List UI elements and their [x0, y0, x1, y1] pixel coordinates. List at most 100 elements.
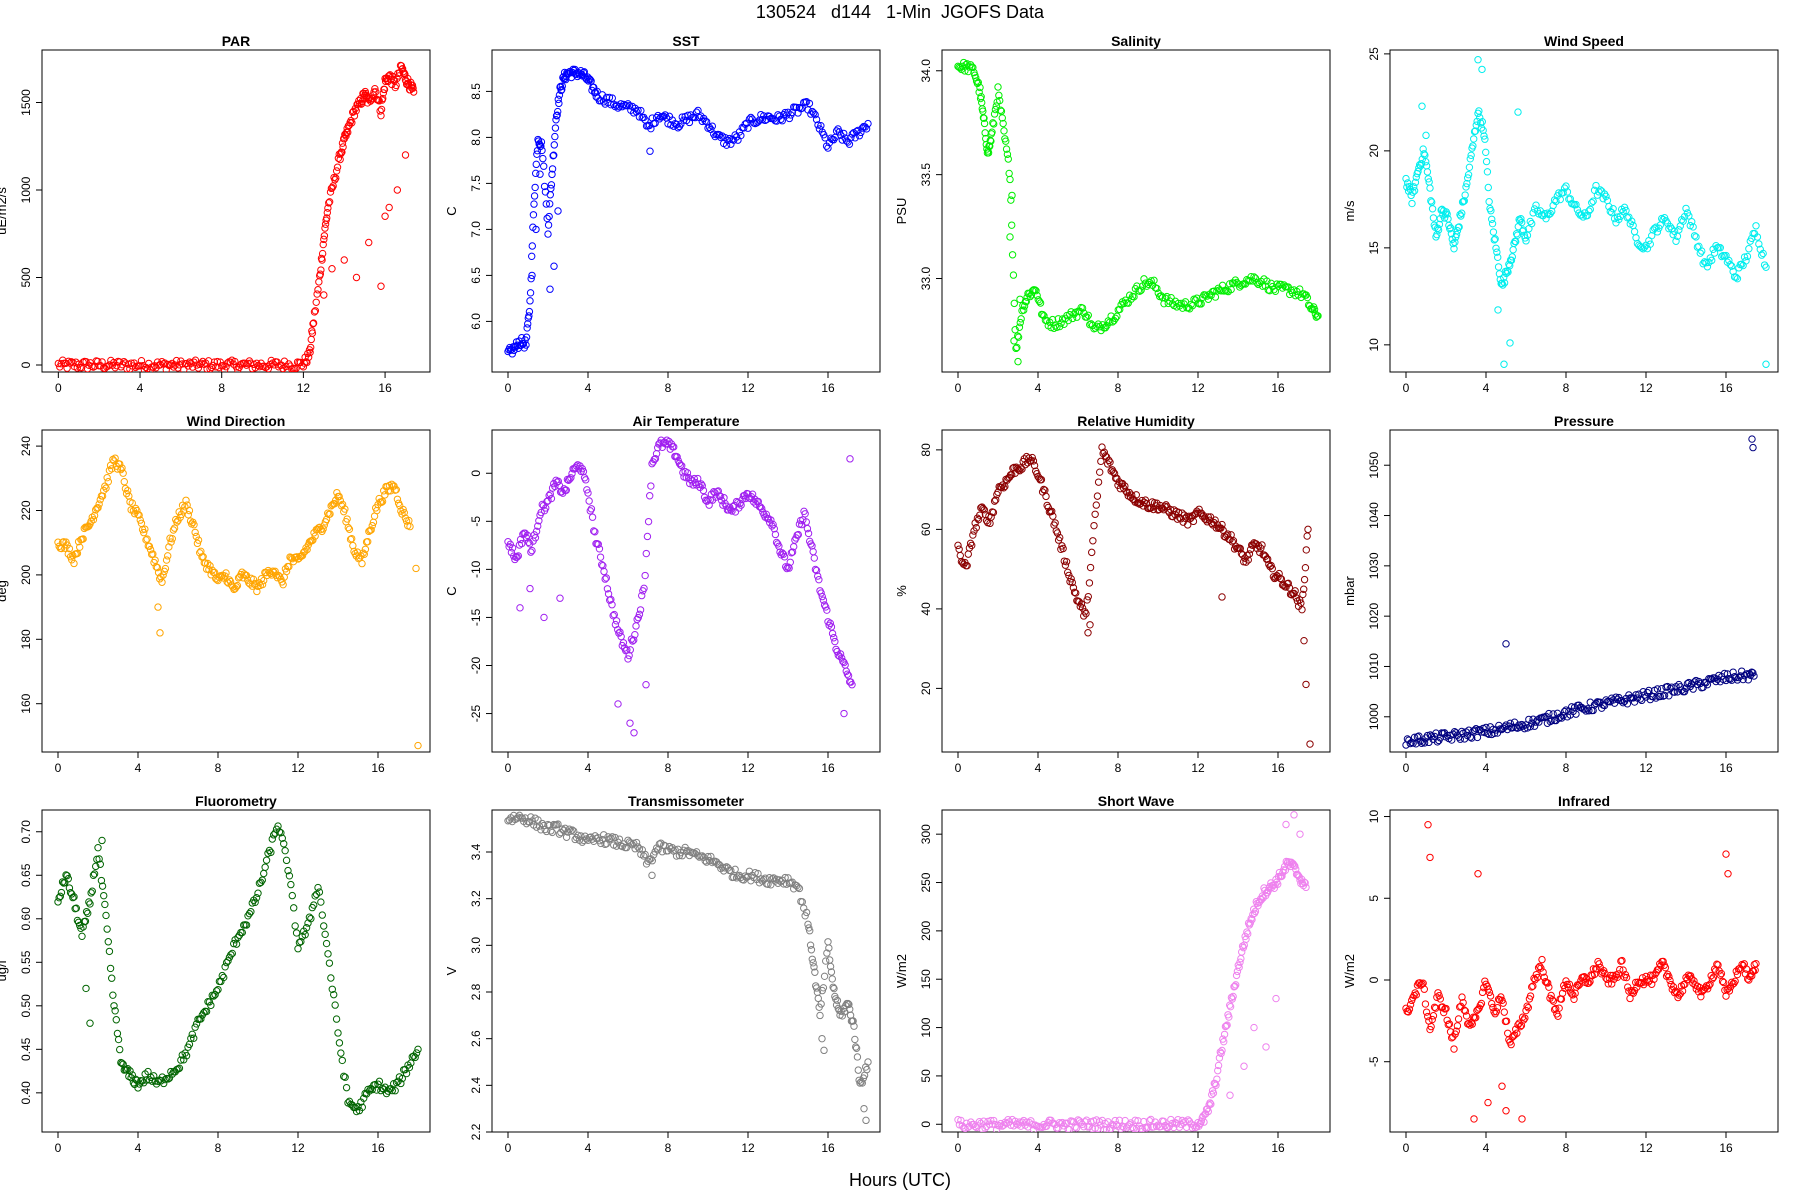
x-tick-label: 0 [55, 761, 62, 775]
data-point [325, 199, 333, 207]
data-point [1522, 237, 1530, 245]
data-point [1456, 735, 1464, 743]
data-point [1645, 686, 1653, 695]
data-point [1752, 222, 1760, 230]
data-point [1523, 1002, 1531, 1010]
panel-title: Wind Speed [1544, 33, 1624, 49]
data-point [1415, 164, 1423, 172]
data-point [377, 111, 385, 120]
x-tick-label: 4 [585, 1141, 592, 1155]
data-point [801, 912, 809, 920]
x-tick-label: 16 [371, 1141, 385, 1155]
data-point [316, 270, 325, 278]
data-point [309, 320, 317, 328]
data-point [1128, 491, 1136, 499]
data-point [408, 1053, 416, 1061]
y-tick-label: 200 [919, 921, 933, 941]
data-point [1508, 253, 1516, 261]
data-point [1466, 155, 1474, 163]
data-point [828, 975, 836, 983]
data-point-outlier [554, 207, 562, 215]
data-point [205, 998, 214, 1006]
data-point [863, 1065, 871, 1074]
data-point [978, 1125, 986, 1132]
data-point [1411, 989, 1419, 997]
data-point [1461, 1007, 1470, 1015]
y-tick-label: 8.5 [469, 83, 483, 100]
data-point [609, 611, 617, 620]
data-point [1726, 260, 1734, 269]
data-point [338, 500, 347, 509]
data-point [1499, 281, 1507, 289]
data-point [1517, 215, 1525, 223]
data-point [1000, 484, 1008, 492]
data-point [1646, 240, 1654, 248]
data-point [630, 636, 638, 644]
data-point [828, 629, 837, 638]
data-point [1094, 478, 1103, 486]
y-tick-label: 2.2 [469, 1123, 483, 1140]
data-point [1085, 579, 1094, 587]
x-tick-label: 4 [1483, 761, 1490, 775]
data-point [1258, 282, 1267, 290]
data-point [262, 856, 271, 864]
data-point [757, 875, 765, 883]
data-point [1559, 189, 1567, 197]
data-point [1434, 226, 1443, 234]
data-point-outlier [1494, 306, 1502, 314]
x-tick-label: 8 [1563, 761, 1570, 775]
data-point [815, 575, 823, 584]
x-tick-label: 0 [955, 761, 962, 775]
data-point [144, 1067, 152, 1076]
data-point [627, 839, 635, 847]
data-point [990, 1116, 998, 1125]
data-point [191, 528, 199, 537]
data-point [151, 556, 159, 564]
data-point [554, 107, 562, 116]
data-point [305, 913, 314, 921]
data-point [1421, 1000, 1430, 1008]
data-point [1276, 574, 1284, 583]
data-point [1705, 981, 1713, 990]
data-point [282, 567, 291, 576]
x-tick-label: 8 [665, 1141, 672, 1155]
data-point [631, 630, 639, 639]
x-tick-label: 12 [741, 381, 755, 395]
data-point [1078, 304, 1087, 312]
data-point [608, 601, 616, 609]
x-tick-label: 16 [1271, 761, 1285, 775]
data-point [321, 930, 329, 939]
data-point [224, 957, 232, 965]
data-point [1197, 300, 1205, 308]
data-point [697, 480, 705, 488]
data-point [168, 535, 176, 543]
data-point [375, 1077, 384, 1086]
data-point [260, 576, 268, 585]
data-point [1266, 562, 1274, 571]
data-point [1485, 730, 1493, 738]
data-point [1614, 970, 1623, 978]
data-point [1202, 1110, 1210, 1118]
data-point [1718, 977, 1727, 986]
data-point [1229, 992, 1237, 1001]
data-point [360, 550, 368, 558]
y-tick-label: 3.4 [469, 843, 483, 860]
x-tick-label: 8 [218, 381, 225, 395]
data-point [118, 464, 126, 472]
data-point [1405, 1005, 1414, 1013]
data-point [1563, 980, 1571, 989]
data-point-outlier [156, 629, 164, 637]
data-point [104, 362, 112, 370]
data-point [864, 1058, 872, 1066]
data-point [1226, 1002, 1235, 1011]
data-point [1458, 993, 1466, 1001]
data-point [586, 75, 594, 84]
data-point [1086, 563, 1095, 572]
data-point [379, 89, 388, 97]
data-point [285, 872, 294, 880]
data-point [1619, 966, 1627, 974]
data-point [518, 539, 526, 548]
data-point [537, 138, 546, 146]
data-point [1526, 722, 1534, 731]
data-point [252, 894, 261, 902]
